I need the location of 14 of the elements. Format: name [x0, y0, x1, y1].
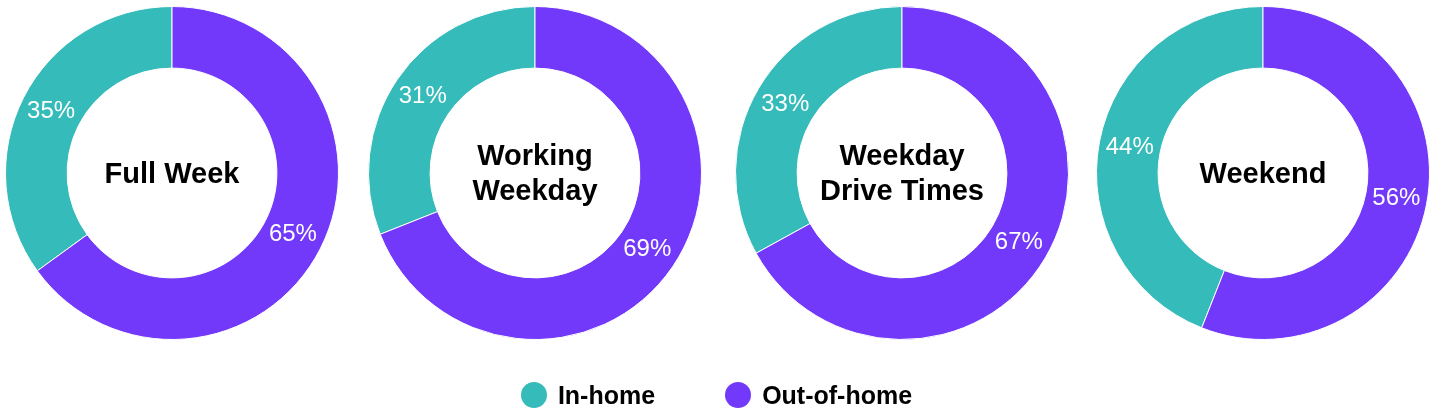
data-label: 69%	[623, 233, 672, 261]
data-label: 67%	[994, 226, 1043, 254]
legend-label: Out-of-home	[762, 380, 913, 408]
legend-label: In-home	[557, 380, 656, 408]
data-label: 44%	[1105, 132, 1154, 160]
data-label: 33%	[761, 88, 810, 116]
text: Weekday Drive Times	[819, 138, 985, 208]
data-label: 31%	[398, 81, 447, 109]
text: Full Week	[103, 155, 241, 191]
data-label: 65%	[268, 219, 317, 247]
data-label: 35%	[27, 96, 76, 124]
text: Weekend	[1198, 155, 1328, 191]
data-label: 56%	[1372, 183, 1421, 211]
text: Working Weekday	[471, 138, 599, 208]
